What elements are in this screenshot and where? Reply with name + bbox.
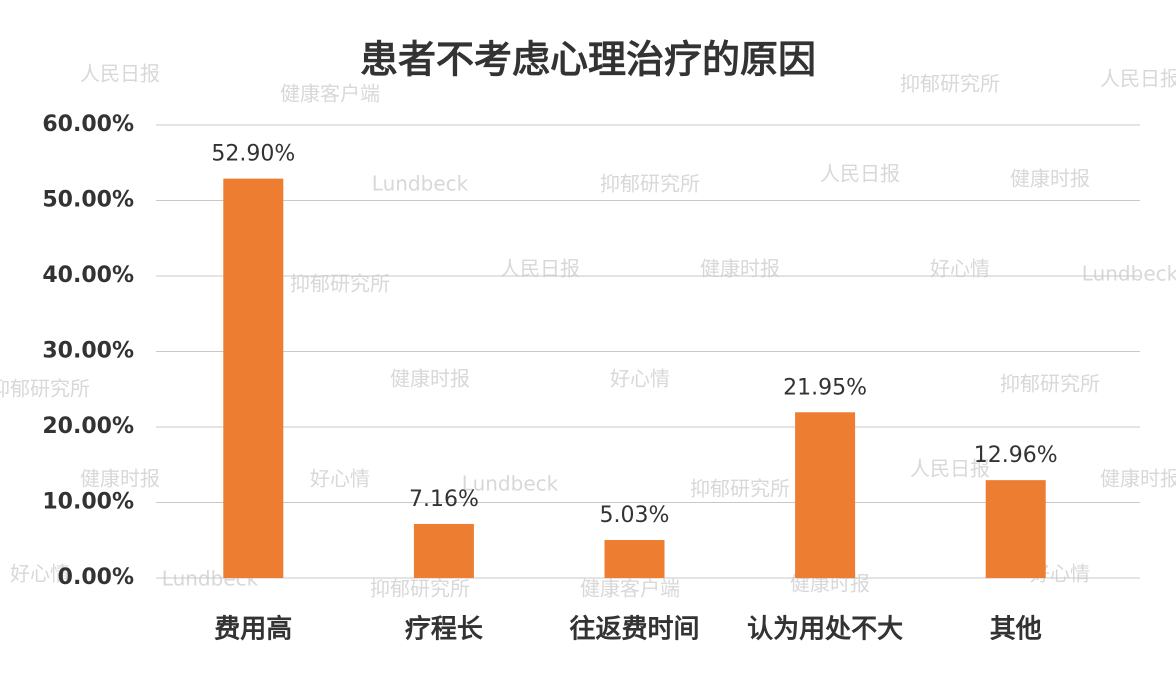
watermark: 健康时报 bbox=[1100, 467, 1176, 491]
watermark: 好心情 bbox=[310, 467, 370, 491]
y-tick-label: 60.00% bbox=[42, 112, 134, 137]
y-tick-label: 20.00% bbox=[42, 414, 134, 439]
watermark: 抑郁研究所 bbox=[370, 577, 470, 601]
watermark: Lundbeck bbox=[1082, 262, 1176, 286]
bar bbox=[604, 540, 665, 578]
watermark: 健康客户端 bbox=[580, 577, 680, 601]
watermark: 健康时报 bbox=[1010, 167, 1090, 191]
x-tick-label: 费用高 bbox=[214, 614, 292, 645]
watermark: 人民日报 bbox=[80, 62, 160, 86]
watermark: 健康时报 bbox=[700, 257, 780, 281]
watermark: 抑郁研究所 bbox=[0, 377, 90, 401]
watermark: 好心情 bbox=[610, 367, 670, 391]
y-tick-label: 0.00% bbox=[58, 565, 134, 590]
watermark: 抑郁研究所 bbox=[1000, 372, 1100, 396]
value-label: 21.95% bbox=[783, 375, 867, 400]
watermark: 人民日报 bbox=[820, 162, 900, 186]
bar bbox=[413, 523, 474, 578]
value-label: 12.96% bbox=[974, 443, 1058, 468]
watermark: 好心情 bbox=[930, 257, 990, 281]
watermark: 健康时报 bbox=[390, 367, 470, 391]
watermark: 好心情 bbox=[10, 562, 70, 586]
watermark: Lundbeck bbox=[372, 172, 469, 196]
value-label: 7.16% bbox=[409, 487, 479, 512]
y-tick-label: 30.00% bbox=[42, 339, 134, 364]
chart-title: 患者不考虑心理治疗的原因 bbox=[360, 38, 816, 82]
x-tick-label: 认为用处不大 bbox=[747, 615, 903, 645]
x-tick-label: 往返费时间 bbox=[569, 614, 699, 645]
watermark: 人民日报 bbox=[1100, 67, 1176, 91]
watermark: 抑郁研究所 bbox=[600, 172, 700, 196]
y-tick-label: 10.00% bbox=[42, 490, 134, 515]
watermark: 人民日报 bbox=[500, 257, 580, 281]
y-tick-label: 40.00% bbox=[42, 263, 134, 288]
bar bbox=[985, 480, 1046, 578]
x-tick-label: 疗程长 bbox=[405, 614, 484, 645]
watermark: 健康时报 bbox=[80, 467, 160, 491]
value-label: 52.90% bbox=[211, 142, 295, 167]
watermark: 健康客户端 bbox=[280, 82, 380, 106]
watermark: 抑郁研究所 bbox=[900, 72, 1000, 96]
bar bbox=[223, 178, 284, 579]
watermark: Lundbeck bbox=[462, 472, 559, 496]
y-tick-label: 50.00% bbox=[42, 188, 134, 213]
x-tick-label: 其他 bbox=[990, 615, 1042, 645]
watermark: 抑郁研究所 bbox=[290, 272, 390, 296]
watermark: 抑郁研究所 bbox=[690, 477, 790, 501]
value-label: 5.03% bbox=[600, 503, 670, 528]
bar bbox=[795, 412, 856, 578]
watermark: 人民日报 bbox=[910, 457, 990, 481]
